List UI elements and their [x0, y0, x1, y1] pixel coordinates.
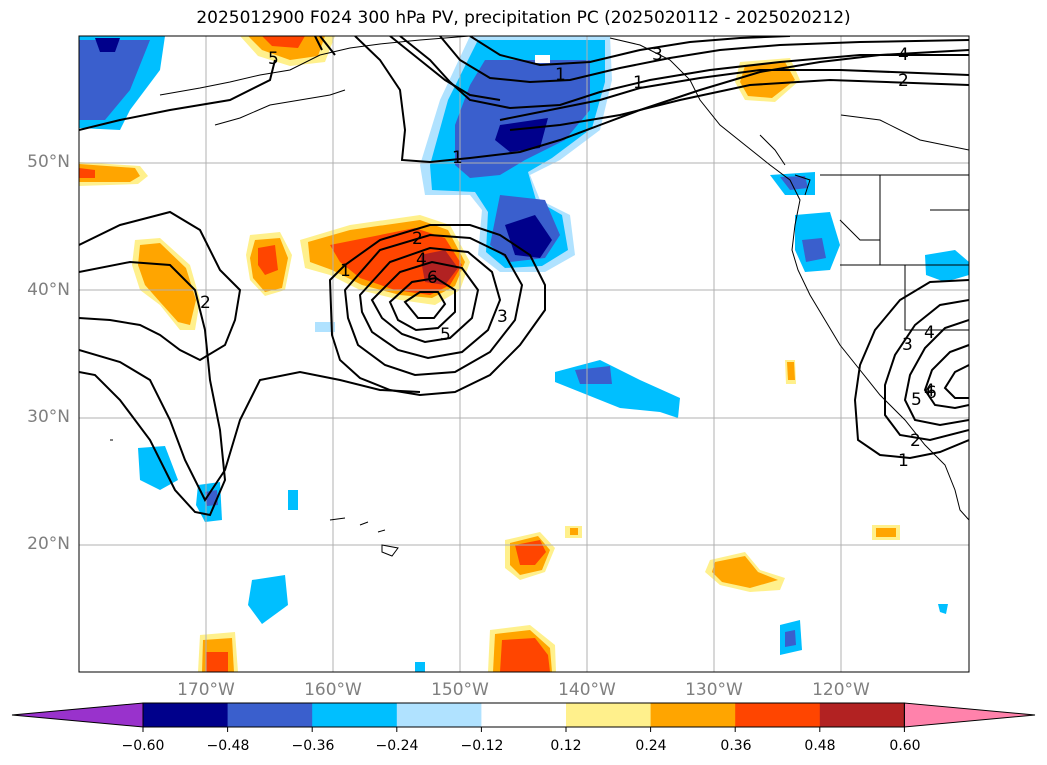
- contour-label: 5: [911, 390, 922, 410]
- lat-label-40n: 40°N: [27, 280, 70, 300]
- contour-label: 4: [898, 45, 909, 65]
- colorbar-segment: [819, 703, 905, 727]
- contour-label: 3: [497, 307, 508, 327]
- contour-label: 1: [452, 148, 463, 168]
- contour-label: 5: [440, 325, 451, 345]
- contour-label: 1: [898, 451, 909, 471]
- colorbar-tick-label: 0.12: [550, 738, 582, 754]
- lat-label-20n: 20°N: [27, 534, 70, 554]
- lon-label-140w: 140°W: [558, 680, 616, 700]
- colorbar-extend-right: [903, 702, 1036, 728]
- colorbar-tick-label: 0.24: [635, 738, 667, 754]
- colorbar-segment: [566, 703, 652, 727]
- map-frame: [78, 35, 970, 673]
- lon-label-150w: 150°W: [431, 680, 489, 700]
- colorbar-tick-label: −0.60: [121, 738, 165, 754]
- colorbar-segment: [481, 703, 567, 727]
- lon-label-170w: 170°W: [177, 680, 235, 700]
- precipitation-shading: [79, 36, 969, 672]
- contour-label: 4: [924, 323, 935, 343]
- contour-label: 1: [633, 73, 644, 93]
- pv-contours: [79, 36, 969, 517]
- colorbar-segment: [227, 703, 313, 727]
- colorbar-tick-label: −0.12: [460, 738, 504, 754]
- colorbar-segment: [143, 703, 229, 727]
- contour-label: 6: [926, 383, 937, 403]
- contour-label: 1: [340, 261, 351, 281]
- graticule: [79, 36, 969, 672]
- contour-label: 5: [268, 49, 279, 69]
- contour-label: 1: [555, 65, 566, 85]
- colorbar-segment: [396, 703, 482, 727]
- colorbar-tick-label: −0.36: [291, 738, 335, 754]
- contour-label: 2: [200, 293, 211, 313]
- contour-label: 2: [910, 431, 921, 451]
- lat-label-50n: 50°N: [27, 152, 70, 172]
- contour-label: 3: [902, 335, 913, 355]
- colorbar-extend-left: [11, 702, 144, 728]
- colorbar-segment: [650, 703, 736, 727]
- lon-label-160w: 160°W: [304, 680, 362, 700]
- contour-label: 4: [924, 381, 935, 401]
- colorbar-segment: [312, 703, 398, 727]
- contour-label: 3: [652, 45, 663, 65]
- colorbar-segment: [735, 703, 821, 727]
- colorbar: [11, 702, 1036, 732]
- colorbar-tick-label: 0.36: [720, 738, 752, 754]
- colorbar-tick-label: −0.48: [206, 738, 250, 754]
- lon-label-130w: 130°W: [685, 680, 743, 700]
- contour-label: 6: [427, 268, 438, 288]
- map-title: 2025012900 F024 300 hPa PV, precipitatio…: [196, 8, 851, 28]
- contour-label: 4: [416, 250, 427, 270]
- lat-label-30n: 30°N: [27, 407, 70, 427]
- colorbar-tick-label: 0.60: [889, 738, 921, 754]
- contour-label: 2: [898, 71, 909, 91]
- colorbar-tick-label: −0.24: [375, 738, 419, 754]
- lon-label-120w: 120°W: [812, 680, 870, 700]
- colorbar-frame: [142, 702, 905, 728]
- contour-label: 2: [412, 229, 423, 249]
- colorbar-tick-label: 0.48: [804, 738, 836, 754]
